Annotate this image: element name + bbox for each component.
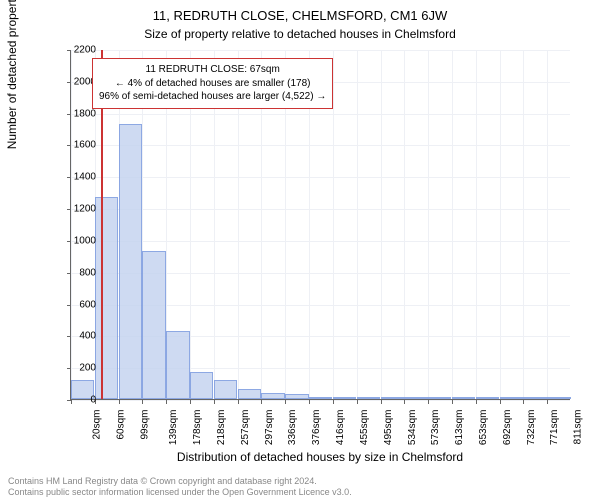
histogram-bar — [309, 397, 332, 399]
y-tick-label: 2200 — [66, 45, 96, 56]
gridline-v — [523, 50, 524, 399]
x-tick-label: 534sqm — [407, 410, 418, 446]
chart-subtitle: Size of property relative to detached ho… — [0, 23, 600, 41]
footer-line-1: Contains HM Land Registry data © Crown c… — [8, 476, 352, 487]
y-tick-label: 400 — [66, 331, 96, 342]
histogram-bar — [285, 394, 308, 399]
histogram-bar — [452, 397, 475, 399]
footer-line-2: Contains public sector information licen… — [8, 487, 352, 498]
x-tick-label: 811sqm — [573, 410, 584, 445]
histogram-bar — [381, 397, 404, 399]
histogram-bar — [238, 389, 261, 399]
x-tick-label: 455sqm — [359, 410, 370, 446]
y-tick-label: 600 — [66, 299, 96, 310]
histogram-bar — [142, 251, 165, 399]
x-tick-mark — [428, 400, 429, 404]
x-tick-mark — [452, 400, 453, 404]
y-tick-label: 1200 — [66, 204, 96, 215]
x-tick-label: 257sqm — [240, 410, 251, 446]
x-tick-mark — [500, 400, 501, 404]
y-tick-label: 0 — [66, 395, 96, 406]
x-tick-label: 495sqm — [383, 410, 394, 446]
x-tick-label: 771sqm — [549, 410, 560, 446]
histogram-bar — [166, 331, 189, 399]
x-tick-label: 139sqm — [169, 410, 180, 446]
info-box: 11 REDRUTH CLOSE: 67sqm ← 4% of detached… — [92, 58, 333, 109]
histogram-bar — [190, 372, 213, 399]
x-tick-mark — [238, 400, 239, 404]
x-tick-mark — [547, 400, 548, 404]
x-tick-mark — [285, 400, 286, 404]
histogram-bar — [404, 397, 427, 399]
gridline-h — [71, 209, 570, 210]
x-tick-mark — [381, 400, 382, 404]
x-tick-label: 732sqm — [526, 410, 537, 446]
gridline-v — [452, 50, 453, 399]
x-tick-label: 376sqm — [311, 410, 322, 446]
x-tick-label: 613sqm — [454, 410, 465, 446]
gridline-v — [547, 50, 548, 399]
y-tick-label: 800 — [66, 267, 96, 278]
x-tick-label: 653sqm — [478, 410, 489, 446]
histogram-bar — [119, 124, 142, 399]
histogram-bar — [95, 197, 118, 399]
x-tick-mark — [404, 400, 405, 404]
y-tick-label: 1600 — [66, 140, 96, 151]
x-tick-label: 60sqm — [115, 410, 126, 440]
chart-title: 11, REDRUTH CLOSE, CHELMSFORD, CM1 6JW — [0, 0, 600, 23]
histogram-bar — [333, 397, 356, 399]
x-tick-label: 297sqm — [264, 410, 275, 446]
x-tick-label: 218sqm — [216, 410, 227, 446]
y-tick-label: 1800 — [66, 108, 96, 119]
histogram-bar — [428, 397, 451, 399]
x-tick-mark — [214, 400, 215, 404]
y-axis-label: Number of detached properties — [5, 0, 19, 149]
x-tick-label: 99sqm — [139, 410, 150, 440]
gridline-v — [476, 50, 477, 399]
gridline-h — [71, 145, 570, 146]
x-tick-mark — [166, 400, 167, 404]
gridline-h — [71, 50, 570, 51]
x-tick-mark — [523, 400, 524, 404]
footer-attribution: Contains HM Land Registry data © Crown c… — [8, 476, 352, 498]
x-tick-label: 178sqm — [192, 410, 203, 446]
y-tick-label: 1400 — [66, 172, 96, 183]
histogram-bar — [214, 380, 237, 399]
gridline-h — [71, 114, 570, 115]
x-axis-label: Distribution of detached houses by size … — [70, 450, 570, 464]
gridline-v — [71, 50, 72, 399]
histogram-bar — [547, 397, 570, 399]
x-tick-mark — [309, 400, 310, 404]
x-tick-mark — [333, 400, 334, 404]
x-tick-mark — [119, 400, 120, 404]
x-tick-label: 692sqm — [502, 410, 513, 446]
histogram-bar — [523, 397, 546, 399]
x-tick-label: 20sqm — [92, 410, 103, 440]
info-line-3: 96% of semi-detached houses are larger (… — [99, 90, 326, 104]
gridline-v — [381, 50, 382, 399]
x-tick-mark — [142, 400, 143, 404]
x-tick-mark — [357, 400, 358, 404]
gridline-h — [71, 177, 570, 178]
x-tick-label: 336sqm — [288, 410, 299, 446]
gridline-h — [71, 400, 570, 401]
x-tick-label: 573sqm — [430, 410, 441, 446]
x-tick-mark — [190, 400, 191, 404]
histogram-bar — [500, 397, 523, 399]
y-tick-label: 1000 — [66, 235, 96, 246]
gridline-v — [500, 50, 501, 399]
info-line-1: 11 REDRUTH CLOSE: 67sqm — [99, 63, 326, 77]
y-tick-label: 200 — [66, 363, 96, 374]
x-tick-mark — [476, 400, 477, 404]
x-tick-label: 416sqm — [335, 410, 346, 446]
gridline-h — [71, 241, 570, 242]
gridline-v — [357, 50, 358, 399]
gridline-v — [404, 50, 405, 399]
gridline-v — [428, 50, 429, 399]
histogram-bar — [261, 393, 284, 399]
histogram-bar — [476, 397, 499, 399]
x-tick-mark — [261, 400, 262, 404]
info-line-2: ← 4% of detached houses are smaller (178… — [99, 77, 326, 91]
histogram-bar — [357, 397, 380, 399]
